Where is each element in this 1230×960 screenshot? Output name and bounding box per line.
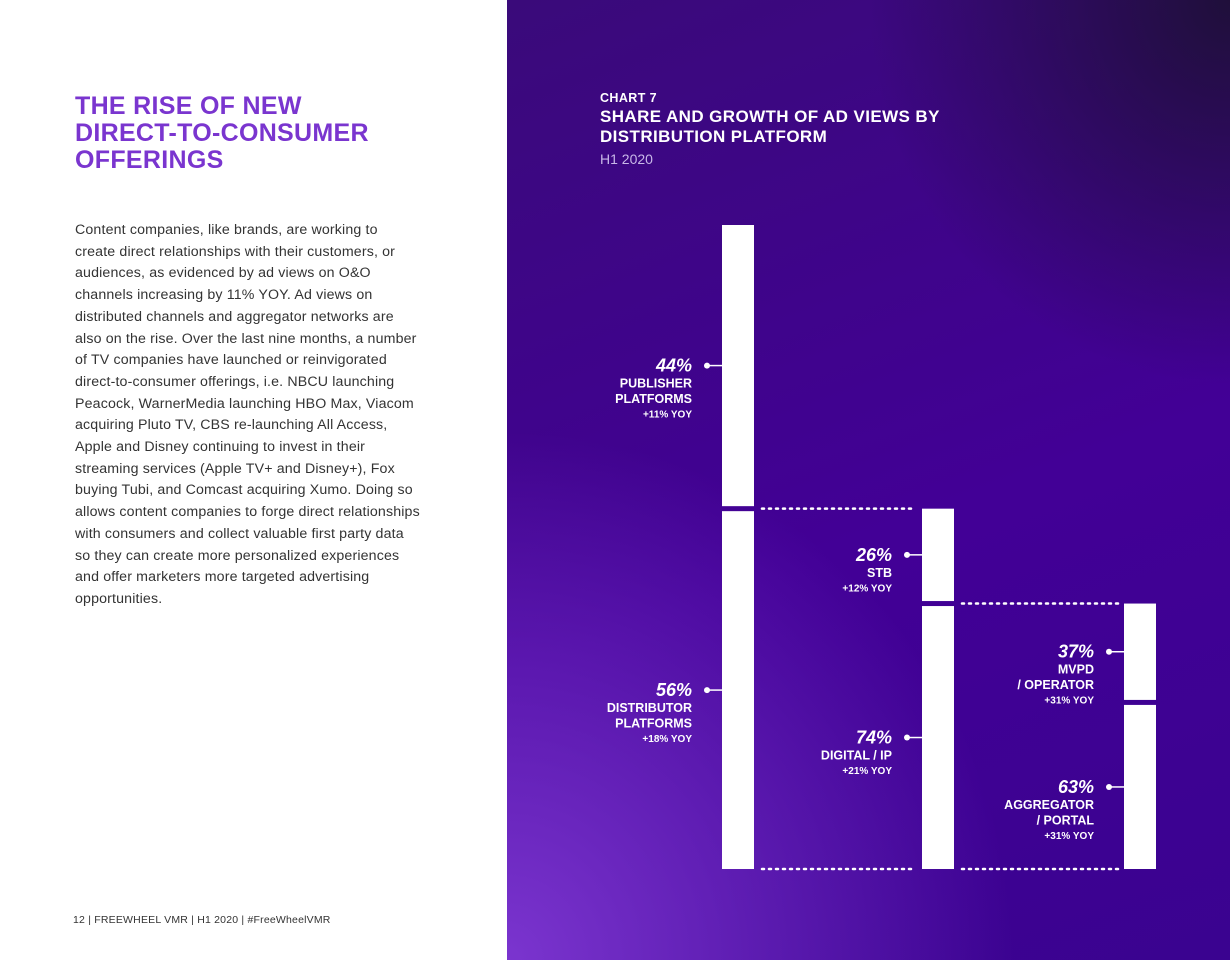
segment-value-label: 37% bbox=[1058, 642, 1094, 662]
segment-value-label: 63% bbox=[1058, 777, 1094, 797]
label-dot bbox=[904, 551, 910, 558]
segment-yoy-label: +31% YOY bbox=[1044, 696, 1094, 707]
segment-value-label: 74% bbox=[856, 728, 892, 748]
segment-name-label: / PORTAL bbox=[1037, 813, 1095, 827]
segment-name-label: AGGREGATOR bbox=[1004, 798, 1094, 812]
label-dot bbox=[1106, 648, 1112, 655]
chart-subtitle: H1 2020 bbox=[600, 151, 653, 167]
label-dot bbox=[704, 687, 710, 694]
bar-segment bbox=[1124, 704, 1156, 869]
bar-segment bbox=[922, 508, 954, 602]
section-title-line: DIRECT-TO-CONSUMER bbox=[75, 119, 369, 147]
left-page: THE RISE OF NEW DIRECT-TO-CONSUMER OFFER… bbox=[0, 0, 507, 960]
segment-yoy-label: +11% YOY bbox=[643, 410, 692, 421]
page-footer: 12 | FREEWHEEL VMR | H1 2020 | #FreeWhee… bbox=[73, 914, 331, 926]
bar-segment bbox=[922, 606, 954, 869]
segment-value-label: 44% bbox=[655, 356, 692, 376]
bar-segment bbox=[722, 225, 754, 507]
section-title-line: THE RISE OF NEW bbox=[75, 92, 302, 120]
segment-name-label: STB bbox=[867, 566, 892, 580]
bar-segment bbox=[1124, 603, 1156, 700]
segment-name-label: MVPD bbox=[1058, 663, 1094, 677]
section-title: THE RISE OF NEW DIRECT-TO-CONSUMER OFFER… bbox=[75, 93, 475, 174]
segment-name-label: PUBLISHER bbox=[620, 377, 692, 391]
segment-name-label: PLATFORMS bbox=[615, 717, 692, 731]
label-dot bbox=[904, 734, 910, 741]
segment-value-label: 56% bbox=[656, 680, 692, 700]
segment-name-label: DISTRIBUTOR bbox=[607, 701, 692, 715]
section-title-line: OFFERINGS bbox=[75, 146, 224, 174]
label-dot bbox=[704, 362, 710, 369]
bar-segment bbox=[722, 511, 754, 869]
chart-panel bbox=[507, 0, 1230, 960]
label-dot bbox=[1106, 783, 1112, 790]
segment-yoy-label: +12% YOY bbox=[842, 583, 892, 594]
body-paragraph: Content companies, like brands, are work… bbox=[75, 222, 420, 607]
segment-yoy-label: +31% YOY bbox=[1044, 831, 1094, 842]
segment-yoy-label: +21% YOY bbox=[842, 766, 892, 777]
segment-name-label: DIGITAL / IP bbox=[821, 749, 892, 763]
segment-name-label: / OPERATOR bbox=[1017, 678, 1094, 692]
chart-number: CHART 7 bbox=[600, 91, 657, 105]
segment-value-label: 26% bbox=[855, 545, 892, 565]
segment-yoy-label: +18% YOY bbox=[642, 734, 692, 745]
chart-title: SHARE AND GROWTH OF AD VIEWS BY DISTRIBU… bbox=[600, 107, 940, 146]
segment-name-label: PLATFORMS bbox=[615, 392, 692, 406]
